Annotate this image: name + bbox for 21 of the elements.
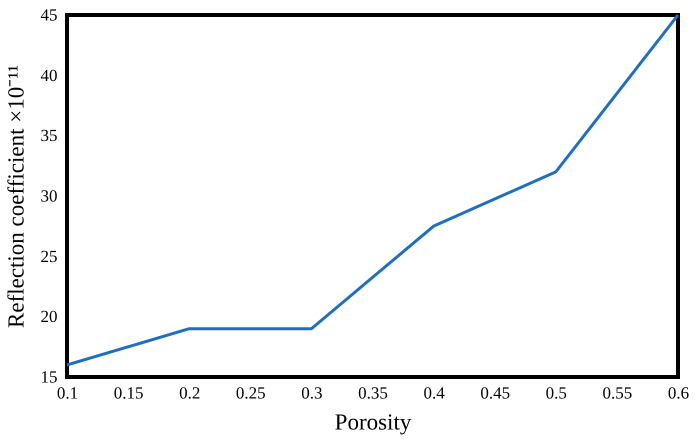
x-tick-label: 0.35: [358, 384, 388, 402]
y-tick-label: 20: [40, 307, 58, 326]
x-tick-label: 0.5: [546, 384, 567, 402]
x-tick-label: 0.45: [480, 384, 510, 402]
x-tick-label: 0.2: [179, 384, 200, 402]
y-tick-label: 25: [40, 246, 58, 266]
y-tick-label: 30: [40, 186, 58, 206]
y-tick-label: 45: [40, 6, 58, 24]
x-tick-label: 0.25: [236, 384, 266, 402]
line-series: [66, 14, 680, 366]
x-tick-label: 0.4: [423, 384, 446, 402]
y-tick-label: 35: [40, 126, 58, 146]
y-tick-label: 15: [40, 368, 58, 386]
x-axis-title: Porosity: [334, 410, 412, 434]
x-tick-label: 0.6: [668, 384, 690, 402]
y-axis-title: Reflection coefficient ×10⁻¹¹: [4, 64, 28, 328]
x-tick-label: 0.55: [602, 384, 632, 402]
x-tick-label: 0.3: [301, 384, 323, 402]
y-tick-label: 40: [40, 66, 58, 85]
x-tick-label: 0.15: [114, 384, 144, 402]
x-tick-label: 0.1: [56, 384, 78, 402]
